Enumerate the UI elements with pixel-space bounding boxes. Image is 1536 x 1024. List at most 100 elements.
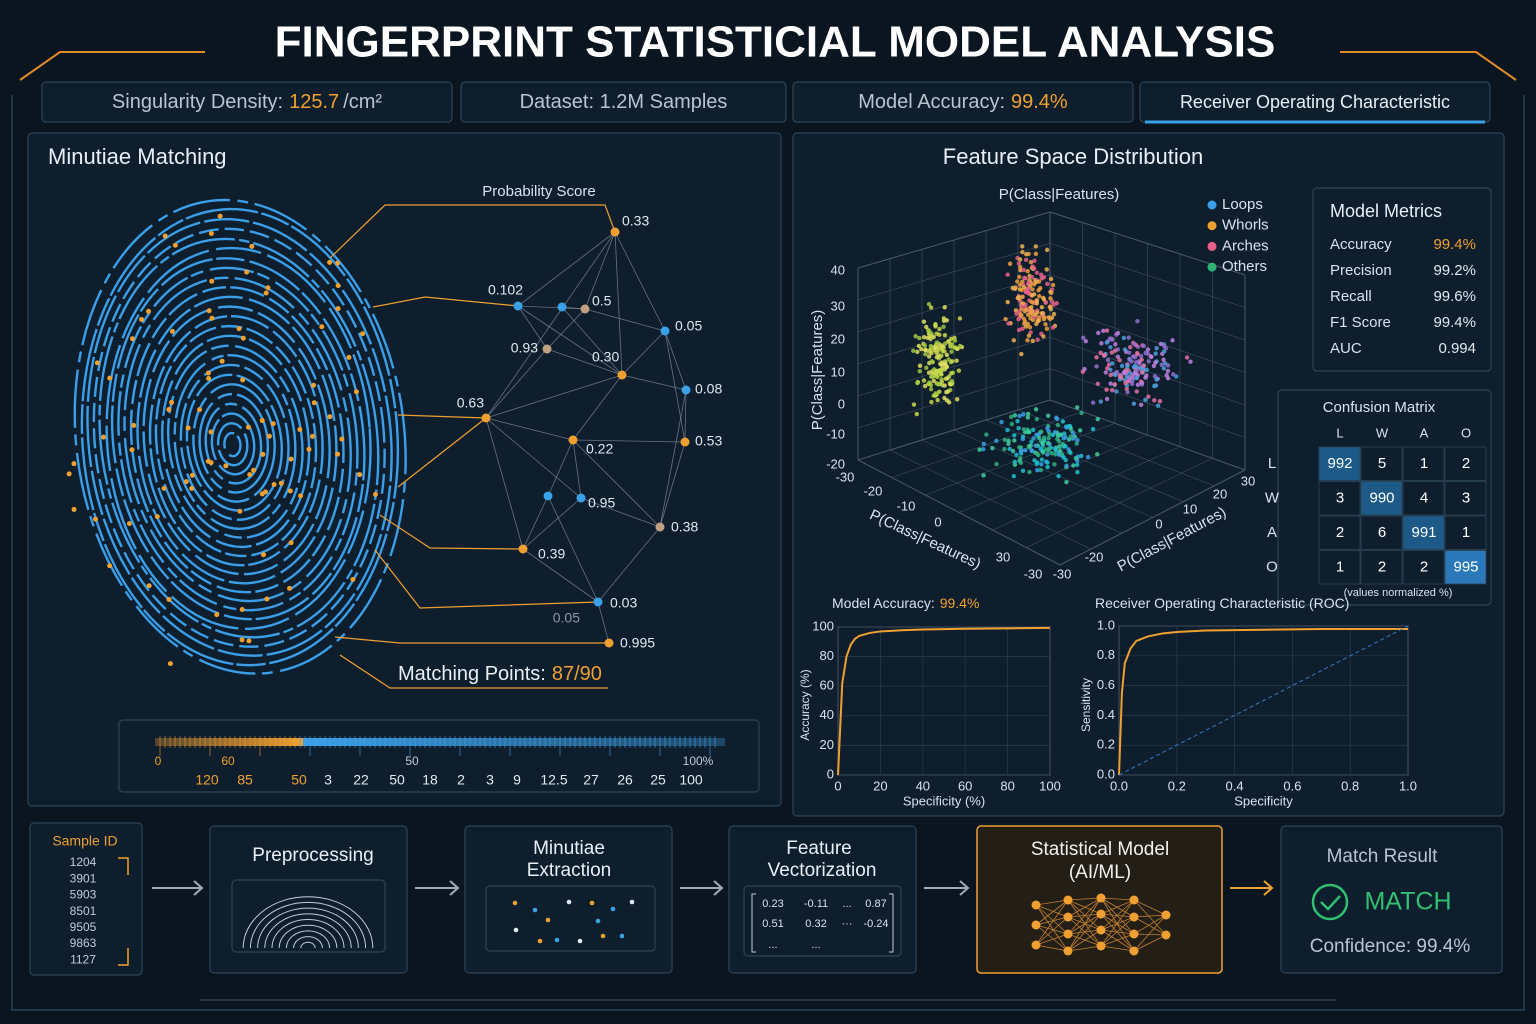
legend-marker bbox=[1207, 262, 1217, 272]
scatter-dot bbox=[922, 383, 928, 389]
chart-title: Model Accuracy: 99.4% bbox=[832, 595, 979, 611]
minutia-point bbox=[265, 285, 271, 291]
scatter-dot bbox=[917, 369, 922, 374]
minutia-point bbox=[287, 585, 293, 591]
network-edge bbox=[485, 417, 574, 441]
network-node bbox=[660, 326, 670, 336]
network-edge bbox=[546, 348, 623, 376]
scatter-dot bbox=[1188, 359, 1193, 364]
scatter-dot bbox=[1041, 435, 1047, 440]
scatter-dot bbox=[1014, 311, 1019, 316]
nn-edge bbox=[1100, 899, 1135, 915]
minutia-point bbox=[162, 233, 168, 239]
scatter-dot bbox=[1102, 352, 1107, 358]
scatter-dot bbox=[1063, 457, 1069, 463]
y-axis-label: Sensitivity bbox=[1079, 678, 1093, 732]
scatter-dot bbox=[1011, 338, 1017, 343]
network-node bbox=[655, 522, 665, 532]
scatter-dot bbox=[921, 319, 927, 324]
scatter-dot bbox=[1128, 344, 1133, 350]
nn-edge bbox=[1100, 933, 1135, 947]
scatter-dot bbox=[1023, 307, 1029, 313]
minutia-dot bbox=[619, 933, 625, 939]
minutia-dot bbox=[512, 900, 518, 906]
scatter-dot bbox=[1074, 441, 1079, 446]
check-mark bbox=[1320, 895, 1341, 911]
scatter-dot bbox=[1050, 325, 1056, 330]
network-node bbox=[557, 302, 567, 312]
scatter-dot bbox=[941, 362, 946, 367]
scale-label: 100 bbox=[679, 772, 703, 788]
scatter-dot bbox=[1036, 435, 1042, 441]
scatter-dot bbox=[1047, 316, 1053, 322]
scatter-dot bbox=[1105, 366, 1110, 371]
scatter-dot bbox=[1057, 444, 1062, 449]
scatter-dot bbox=[1117, 358, 1122, 363]
scatter-dot bbox=[1039, 311, 1045, 316]
scatter-dot bbox=[937, 332, 942, 338]
scatter-dot bbox=[1022, 275, 1027, 281]
matrix-cell bbox=[1318, 515, 1361, 550]
scatter-dot bbox=[1055, 422, 1061, 428]
scatter-dot bbox=[1139, 380, 1145, 386]
scatter-dot bbox=[1029, 439, 1034, 444]
network-node bbox=[604, 638, 614, 648]
scatter-dot bbox=[1098, 399, 1103, 404]
scatter-dot bbox=[1153, 351, 1158, 356]
scatter-dot bbox=[1135, 318, 1140, 324]
scatter-dot bbox=[1067, 423, 1072, 429]
mini-ridge bbox=[278, 924, 338, 949]
node-label: 0.95 bbox=[588, 495, 615, 511]
network-edge bbox=[597, 526, 661, 603]
minutia-point bbox=[249, 243, 255, 249]
minutia-point bbox=[247, 472, 253, 478]
scatter-dot bbox=[1038, 467, 1044, 473]
scatter-dot bbox=[1023, 257, 1029, 263]
metric-name: Precision bbox=[1330, 262, 1392, 279]
scale-label: 85 bbox=[237, 772, 253, 788]
metric-value: 99.4% bbox=[1433, 236, 1476, 253]
nn-edge bbox=[1035, 944, 1069, 952]
matrix-cell bbox=[1360, 515, 1403, 550]
scatter-dot bbox=[999, 419, 1004, 425]
minutia-point bbox=[372, 491, 378, 497]
sample-id: 3901 bbox=[70, 871, 97, 885]
scatter-dot bbox=[1081, 335, 1086, 340]
scatter-dot bbox=[1045, 464, 1050, 470]
z-axis-label: P(Class|Features) bbox=[809, 310, 826, 431]
fingerprint-ridge bbox=[142, 305, 331, 576]
minutia-point bbox=[223, 463, 229, 469]
scatter-dot bbox=[1028, 308, 1033, 314]
x-tick-label: -30 bbox=[836, 469, 855, 484]
stat-value: 99.4% bbox=[1011, 91, 1068, 113]
matrix-value: 2 bbox=[1336, 524, 1344, 541]
scatter-dot bbox=[1021, 412, 1026, 417]
scale-label: 0 bbox=[155, 754, 162, 768]
nn-edge bbox=[1067, 916, 1102, 947]
scatter-dot bbox=[1165, 363, 1171, 368]
minutia-point bbox=[208, 429, 214, 435]
scatter-dot bbox=[1074, 405, 1080, 410]
scatter-dot bbox=[1128, 370, 1133, 376]
nn-node bbox=[1063, 929, 1073, 939]
scatter-dot bbox=[1145, 351, 1151, 356]
network-edge bbox=[621, 330, 666, 376]
network-edge bbox=[547, 439, 574, 497]
nn-edge bbox=[1067, 899, 1102, 947]
scatter-dot bbox=[994, 438, 999, 443]
nn-edge bbox=[1100, 897, 1135, 935]
scatter-dot bbox=[1042, 314, 1047, 320]
network-edge bbox=[614, 231, 623, 376]
scatter-dot bbox=[936, 382, 941, 387]
scatter-dot bbox=[1018, 264, 1023, 270]
scatter-dot bbox=[1051, 302, 1056, 307]
scatter-dot bbox=[1103, 370, 1109, 375]
fingerprint-ridge bbox=[136, 295, 338, 585]
scatter-dot bbox=[1034, 416, 1040, 422]
scatter-dot bbox=[1165, 368, 1171, 374]
scatter-dot bbox=[1075, 437, 1080, 443]
scatter-dot bbox=[1115, 354, 1121, 359]
network-edge bbox=[580, 497, 661, 528]
minutia-point bbox=[298, 493, 304, 499]
fingerprint-ridge bbox=[80, 207, 400, 667]
